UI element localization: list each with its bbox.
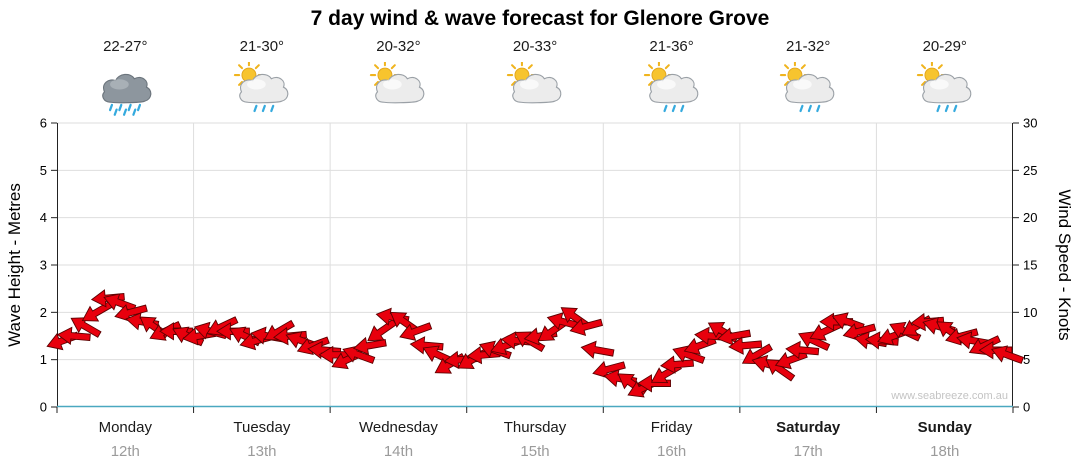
chart-title: 7 day wind & wave forecast for Glenore G… [310,7,770,30]
right-axis-title: Wind Speed - Knots [1055,189,1074,341]
right-axis-tick-label: 0 [1023,400,1030,415]
weather-icon-graphic [780,60,835,113]
day-name: Saturday [776,419,841,436]
sun-cloud-icon [504,60,566,118]
day-label-thursday: Thursday 15th [467,419,604,460]
wind-arrow [514,331,546,353]
weather-icon-graphic [506,60,562,104]
left-axis-tick-label: 6 [40,116,47,131]
day-date: 16th [657,443,687,460]
sun-cloud-rain-icon [231,60,293,118]
day-column-thursday: 20-33° [467,38,604,118]
left-axis-tick-label: 3 [40,258,47,273]
wind-arrow [842,323,877,341]
wind-arrow [765,359,796,382]
day-label-friday: Friday 16th [603,419,740,460]
day-column-saturday: 21-32° [740,38,877,118]
wind-arrow [367,318,397,342]
left-axis-tick-label: 0 [40,400,47,415]
wind-arrow [990,345,1025,364]
right-axis-tick-label: 5 [1023,352,1030,367]
day-column-wednesday: 20-32° [330,38,467,118]
day-column-tuesday: 21-30° [194,38,331,118]
temp-range: 20-33° [512,38,558,55]
temp-range: 20-32° [376,38,421,55]
weather-icon-graphic [102,73,152,116]
day-date: 15th [520,443,550,460]
left-axis-tick-label: 5 [40,163,47,178]
days-footer: Monday 12th Tuesday 13th Wednesday 14th … [57,419,1013,460]
left-axis-tick-label: 2 [40,305,47,320]
days-header: 22-27° 21-30° 20-32° 20-33° 21-36° 21-32… [57,38,1013,118]
day-date: 13th [247,443,277,460]
right-axis-tick-label: 25 [1023,163,1037,178]
weather-icon-graphic [233,60,289,113]
wind-arrow [103,293,137,312]
wind-arrow [592,360,626,379]
wind-arrow [56,326,91,345]
day-column-sunday: 20-29° [876,38,1013,118]
temp-range: 20-29° [922,38,967,55]
wind-arrow [660,355,695,374]
day-name: Tuesday [233,419,291,436]
day-label-sunday: Sunday 18th [876,419,1013,460]
wind-arrow [672,345,706,364]
wind-arrow [114,304,148,322]
day-name: Wednesday [358,419,438,436]
day-name: Thursday [503,419,567,436]
wind-arrow [399,322,433,341]
weather-icon-graphic [370,60,425,104]
wind-arrow [580,340,615,359]
temp-range: 21-30° [239,38,285,55]
wind-arrow [342,345,376,364]
wind-arrow [569,318,604,337]
wind-arrow [798,331,831,351]
wind-arrow [46,331,80,351]
right-axis-tick-label: 20 [1023,210,1037,225]
temp-range: 22-27° [103,38,148,55]
wind-arrow [637,374,671,393]
sun-cloud-rain-icon [914,60,976,118]
watermark: www.seabreeze.com.au [891,390,1008,402]
sun-cloud-rain-icon [641,60,703,118]
wind-arrow [409,336,444,355]
right-axis-tick-label: 30 [1023,116,1037,131]
temp-range: 21-36° [649,38,694,55]
day-name: Monday [98,419,152,436]
wind-arrow [785,340,820,360]
wind-arrow [728,336,763,355]
day-column-friday: 21-36° [603,38,740,118]
day-date: 14th [383,443,414,460]
weather-icon-graphic [916,60,972,113]
day-name: Friday [650,419,693,436]
temp-range: 21-32° [785,38,831,55]
day-name: Sunday [917,419,972,436]
left-axis-title: Wave Height - Metres [5,183,24,347]
sun-cloud-icon [367,60,429,118]
day-label-tuesday: Tuesday 13th [194,419,331,460]
rain-cloud-icon [94,62,156,118]
day-date: 17th [793,443,823,460]
left-axis-tick-label: 4 [40,210,47,225]
left-axis-tick-label: 1 [40,352,47,367]
right-axis-tick-label: 10 [1023,305,1037,320]
weather-icon-graphic [643,60,698,113]
wind-arrow [831,312,865,331]
day-label-monday: Monday 12th [57,419,194,460]
wind-arrow [389,311,420,335]
day-column-monday: 22-27° [57,38,194,118]
day-label-saturday: Saturday 17th [740,419,877,460]
right-axis-tick-label: 15 [1023,258,1037,273]
wind-arrow [70,317,102,338]
sun-cloud-rain-icon [777,60,839,118]
wind-arrow [717,327,752,346]
day-date: 18th [930,443,960,460]
day-label-wednesday: Wednesday 14th [330,419,467,460]
day-date: 12th [110,443,140,460]
